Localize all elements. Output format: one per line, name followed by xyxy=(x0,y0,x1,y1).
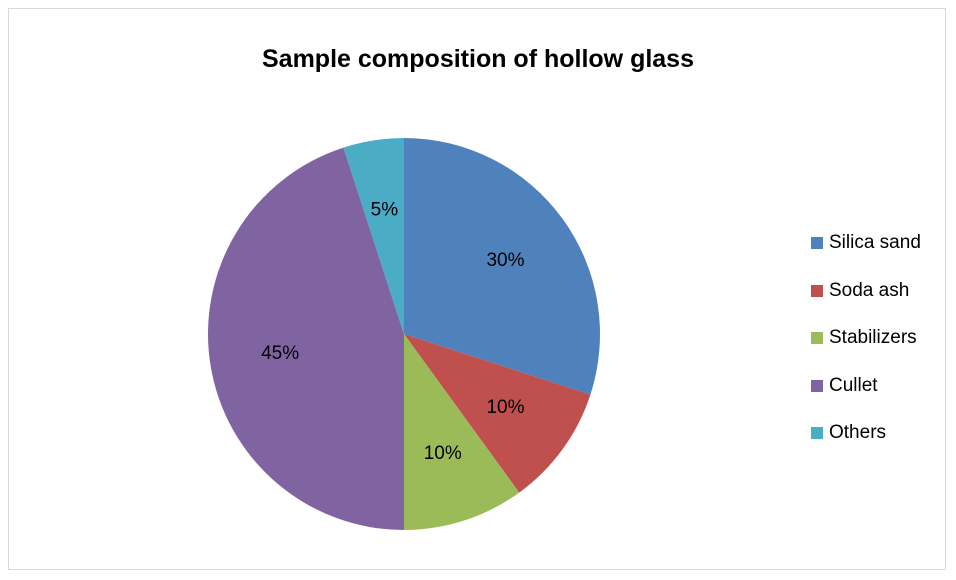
data-label-others: 5% xyxy=(371,200,399,221)
legend: Silica sand Soda ash Stabilizers Cullet … xyxy=(811,231,921,469)
legend-swatch xyxy=(811,427,823,439)
legend-swatch xyxy=(811,237,823,249)
pie-chart: 30% 10% 10% 45% 5% xyxy=(208,138,600,530)
legend-item-cullet: Cullet xyxy=(811,374,921,398)
chart-title: Sample composition of hollow glass xyxy=(262,45,694,73)
legend-label: Cullet xyxy=(829,374,878,396)
pie-slice-silica-sand xyxy=(404,138,600,395)
legend-label: Silica sand xyxy=(829,232,921,253)
data-label-soda-ash: 10% xyxy=(486,397,524,418)
data-label-stabilizers: 10% xyxy=(424,443,462,464)
legend-label: Others xyxy=(829,422,887,443)
legend-item-silica-sand: Silica sand xyxy=(811,231,921,255)
legend-item-others: Others xyxy=(811,421,921,445)
pie-slice-others xyxy=(343,138,404,334)
chart-area: Sample composition of hollow glass 30% 10… xyxy=(8,8,946,570)
legend-label: Soda ash xyxy=(829,279,910,301)
legend-swatch xyxy=(811,332,823,344)
pie-slice-stabilizers xyxy=(404,334,520,530)
legend-swatch xyxy=(811,379,823,392)
pie-slice-cullet xyxy=(208,147,404,530)
legend-label: Stabilizers xyxy=(829,327,917,348)
legend-item-soda-ash: Soda ash xyxy=(811,279,921,303)
data-label-cullet: 45% xyxy=(261,343,299,364)
data-label-silica-sand: 30% xyxy=(486,250,524,271)
legend-swatch xyxy=(811,284,823,297)
legend-item-stabilizers: Stabilizers xyxy=(811,326,921,350)
pie-slice-soda-ash xyxy=(404,334,591,493)
